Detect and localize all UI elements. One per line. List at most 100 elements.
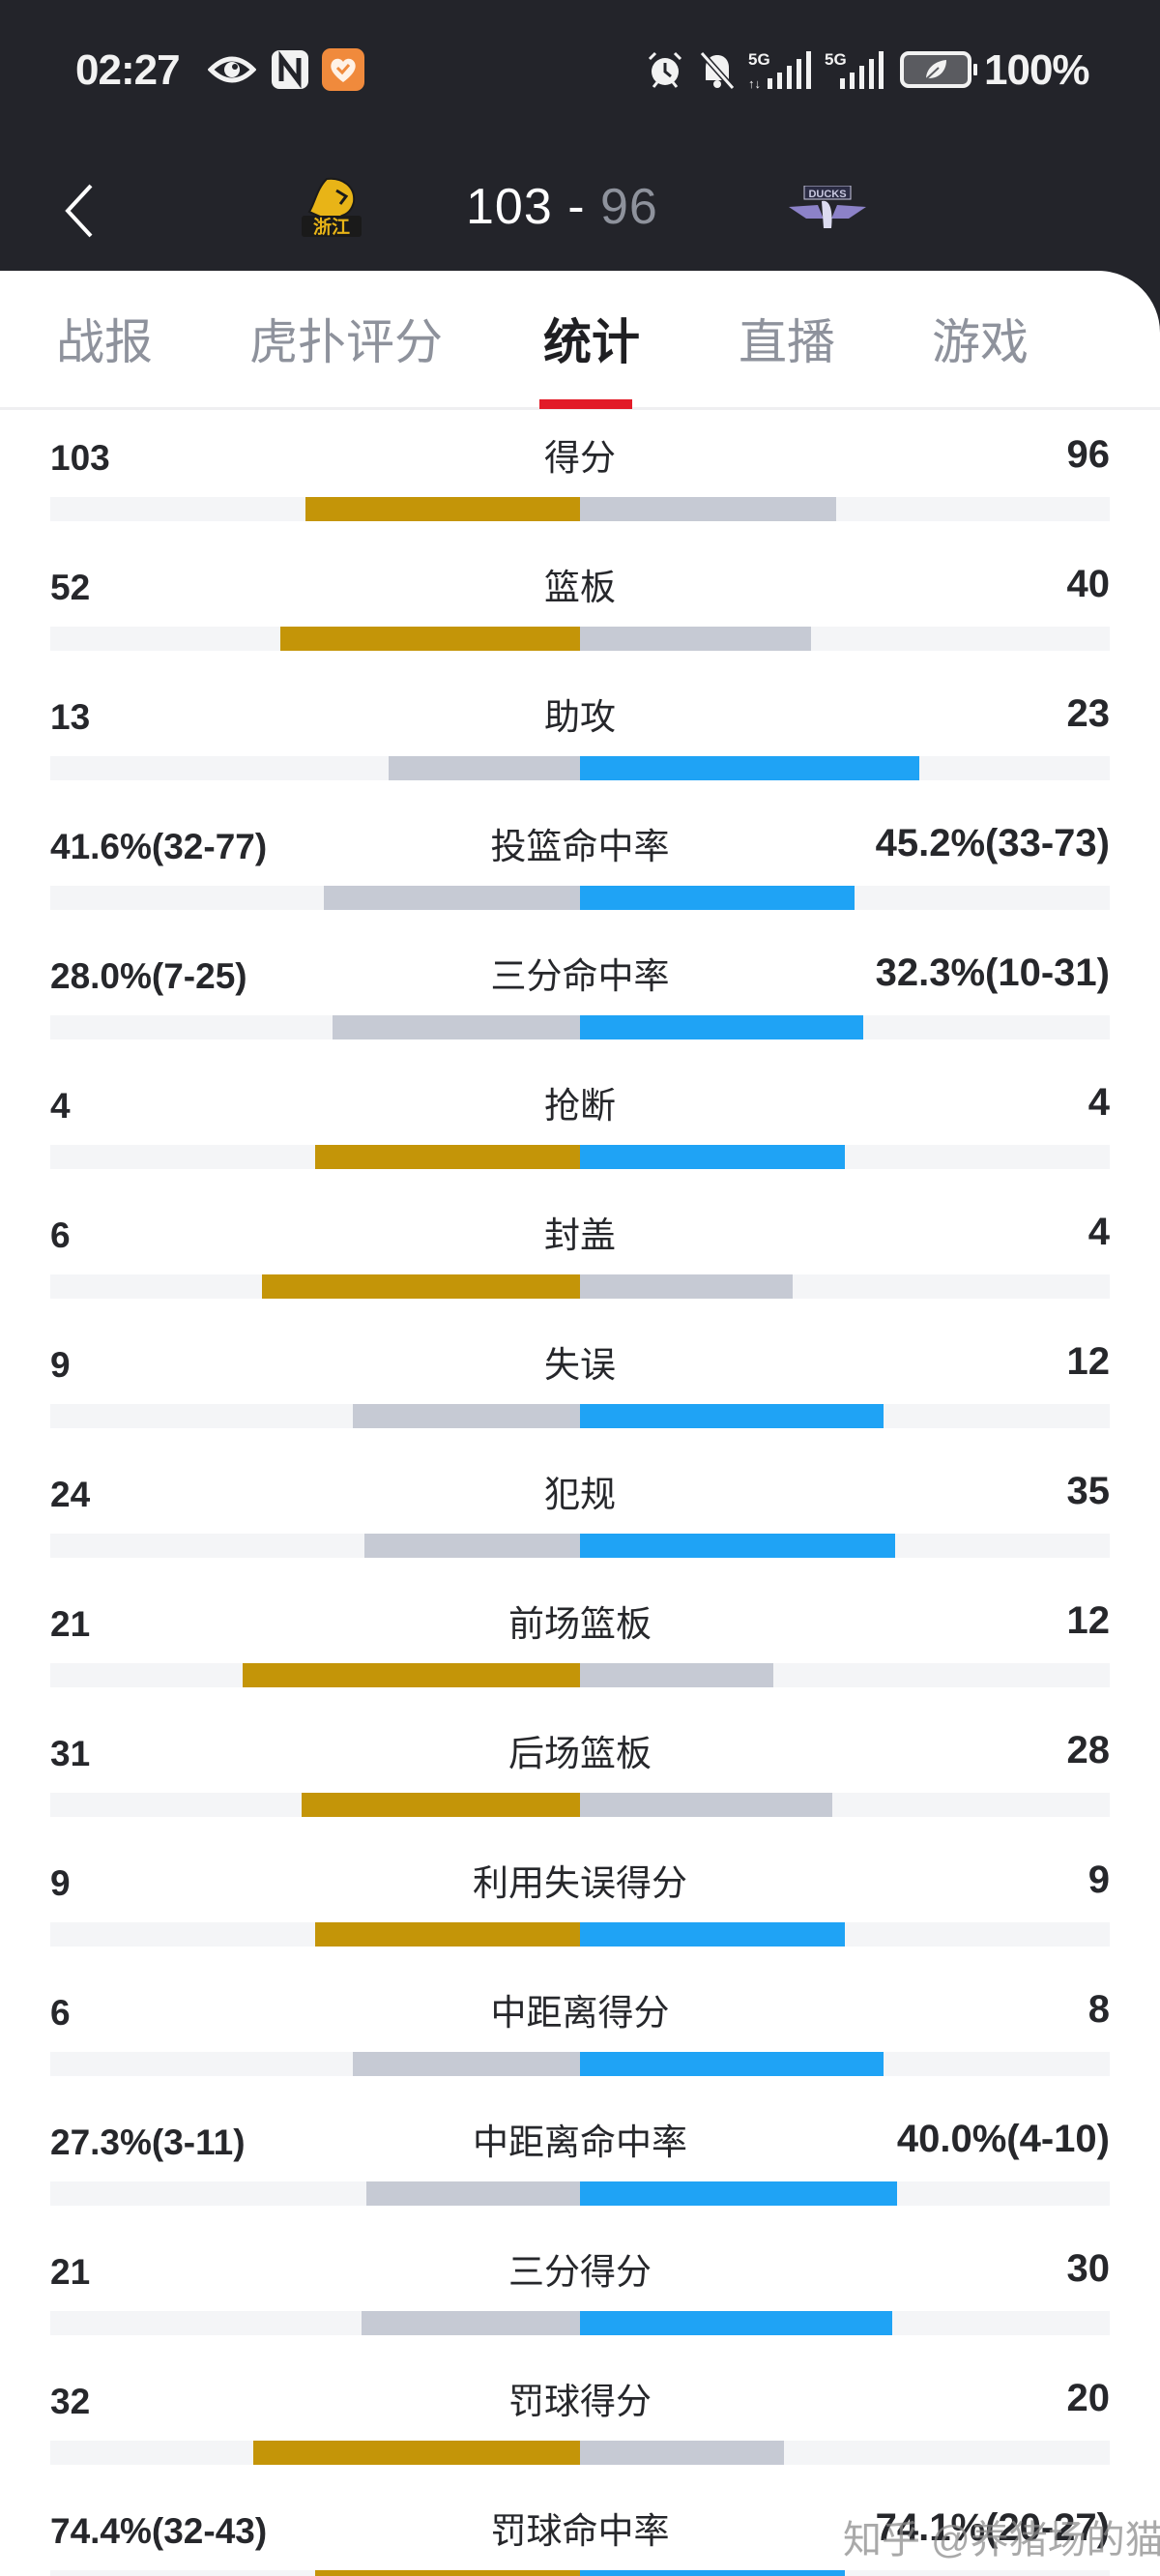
health-app-icon — [322, 48, 364, 91]
stat-label: 失误 — [544, 1345, 616, 1385]
home-stat-value: 27.3%(3-11) — [50, 2122, 246, 2162]
away-stat-bar — [580, 886, 855, 910]
tab-games[interactable]: 游戏 — [932, 315, 1029, 369]
away-stat-bar — [580, 2181, 897, 2206]
ducks-logo-icon: DUCKS — [789, 185, 866, 228]
comparison-bar-track — [50, 2441, 1110, 2465]
away-stat-value: 40 — [1066, 563, 1111, 605]
stat-row: 24 犯规 35 — [0, 1452, 1160, 1582]
away-stat-value: 45.2%(33-73) — [875, 822, 1110, 864]
tab-stats[interactable]: 统计 — [543, 315, 640, 369]
tab-live[interactable]: 直播 — [739, 315, 835, 369]
home-stat-bar — [353, 1404, 580, 1428]
home-stat-value: 52 — [50, 568, 91, 607]
stat-label: 三分得分 — [508, 2252, 652, 2292]
stat-row: 52 篮板 40 — [0, 545, 1160, 675]
home-stat-bar — [280, 627, 580, 651]
home-stat-value: 74.4%(32-43) — [50, 2511, 268, 2551]
home-stat-bar — [315, 2570, 580, 2576]
comparison-bar-track — [50, 756, 1110, 780]
home-stat-value: 6 — [50, 1215, 71, 1255]
stat-label: 助攻 — [544, 697, 616, 737]
alarm-icon — [645, 50, 685, 89]
home-stat-bar — [243, 1663, 580, 1687]
stat-row: 41.6%(32-77) 投篮命中率 45.2%(33-73) — [0, 805, 1160, 934]
stat-row: 32 罚球得分 20 — [0, 2359, 1160, 2489]
stat-label: 篮板 — [544, 568, 616, 607]
tab-hupu-rating[interactable]: 虎扑评分 — [249, 315, 443, 369]
stat-row: 27.3%(3-11) 中距离命中率 40.0%(4-10) — [0, 2100, 1160, 2230]
home-stat-value: 9 — [50, 1863, 71, 1903]
comparison-bar-track — [50, 2311, 1110, 2335]
away-stat-bar — [580, 2570, 845, 2576]
away-stat-bar — [580, 1015, 863, 1039]
score-separator: - — [552, 179, 600, 235]
home-stat-bar — [315, 1922, 580, 1947]
stat-row: 74.4%(32-43) 罚球命中率 74.1%(20-27) — [0, 2489, 1160, 2576]
away-stat-bar — [580, 756, 919, 780]
svg-text:DUCKS: DUCKS — [808, 189, 846, 200]
svg-text:5G: 5G — [748, 50, 770, 69]
home-stat-value: 13 — [50, 697, 91, 737]
stat-row: 6 中距离得分 8 — [0, 1971, 1160, 2100]
away-stat-bar — [580, 497, 836, 521]
away-stat-bar — [580, 2441, 784, 2465]
status-time: 02:27 — [75, 46, 181, 94]
active-tab-indicator — [539, 399, 632, 409]
stat-row: 21 三分得分 30 — [0, 2230, 1160, 2359]
away-stat-value: 9 — [1088, 1859, 1110, 1901]
stat-row: 103 得分 96 — [0, 416, 1160, 545]
eye-icon — [207, 50, 257, 89]
signal-5g-2-icon: 5G — [825, 50, 884, 89]
comparison-bar-track — [50, 886, 1110, 910]
battery-saver-icon — [900, 50, 981, 89]
status-bar: 02:27 5G ↑↓ 5G 100% — [0, 0, 1160, 145]
comparison-bar-track — [50, 1663, 1110, 1687]
stat-label: 投篮命中率 — [490, 827, 670, 866]
comparison-bar-track — [50, 2570, 1110, 2576]
home-stat-value: 21 — [50, 1604, 91, 1644]
battery-percent: 100% — [984, 46, 1090, 94]
home-stat-bar — [315, 1145, 580, 1169]
nfc-icon — [270, 50, 310, 89]
back-button[interactable] — [58, 182, 102, 240]
comparison-bar-track — [50, 2052, 1110, 2076]
stat-label: 中距离命中率 — [473, 2122, 687, 2162]
comparison-bar-track — [50, 1534, 1110, 1558]
away-team-logo[interactable]: DUCKS — [789, 185, 866, 230]
tab-report[interactable]: 战报 — [56, 315, 153, 369]
comparison-bar-track — [50, 627, 1110, 651]
away-stat-value: 20 — [1066, 2377, 1111, 2419]
stat-row: 4 抢断 4 — [0, 1064, 1160, 1193]
stat-row: 28.0%(7-25) 三分命中率 32.3%(10-31) — [0, 934, 1160, 1064]
home-score: 103 — [466, 179, 553, 235]
away-stat-bar — [580, 2052, 884, 2076]
comparison-bar-track — [50, 497, 1110, 521]
home-stat-value: 41.6%(32-77) — [50, 827, 268, 866]
stat-label: 犯规 — [544, 1475, 616, 1514]
home-stat-bar — [353, 2052, 580, 2076]
home-stat-bar — [262, 1274, 580, 1299]
home-stat-value: 32 — [50, 2382, 91, 2421]
tab-bar: 战报 虎扑评分 统计 直播 游戏 — [0, 271, 1160, 410]
stat-label: 前场篮板 — [508, 1604, 652, 1644]
stat-label: 罚球得分 — [508, 2382, 652, 2421]
away-stat-bar — [580, 1793, 832, 1817]
bell-muted-icon — [698, 50, 737, 90]
stat-label: 中距离得分 — [490, 1993, 670, 2033]
lion-logo-icon: 浙江 — [302, 177, 362, 238]
home-stat-bar — [302, 1793, 580, 1817]
comparison-bar-track — [50, 1145, 1110, 1169]
svg-text:↑↓: ↑↓ — [748, 76, 761, 90]
comparison-bar-track — [50, 1793, 1110, 1817]
away-stat-value: 40.0%(4-10) — [896, 2118, 1110, 2160]
home-stat-bar — [362, 2311, 580, 2335]
home-team-logo[interactable]: 浙江 — [298, 177, 365, 239]
comparison-bar-track — [50, 1922, 1110, 1947]
away-stat-value: 12 — [1066, 1340, 1111, 1383]
stat-label: 抢断 — [544, 1086, 616, 1126]
home-stat-bar — [364, 1534, 580, 1558]
away-score: 96 — [599, 179, 658, 235]
stat-row: 6 封盖 4 — [0, 1193, 1160, 1323]
home-stat-bar — [253, 2441, 580, 2465]
